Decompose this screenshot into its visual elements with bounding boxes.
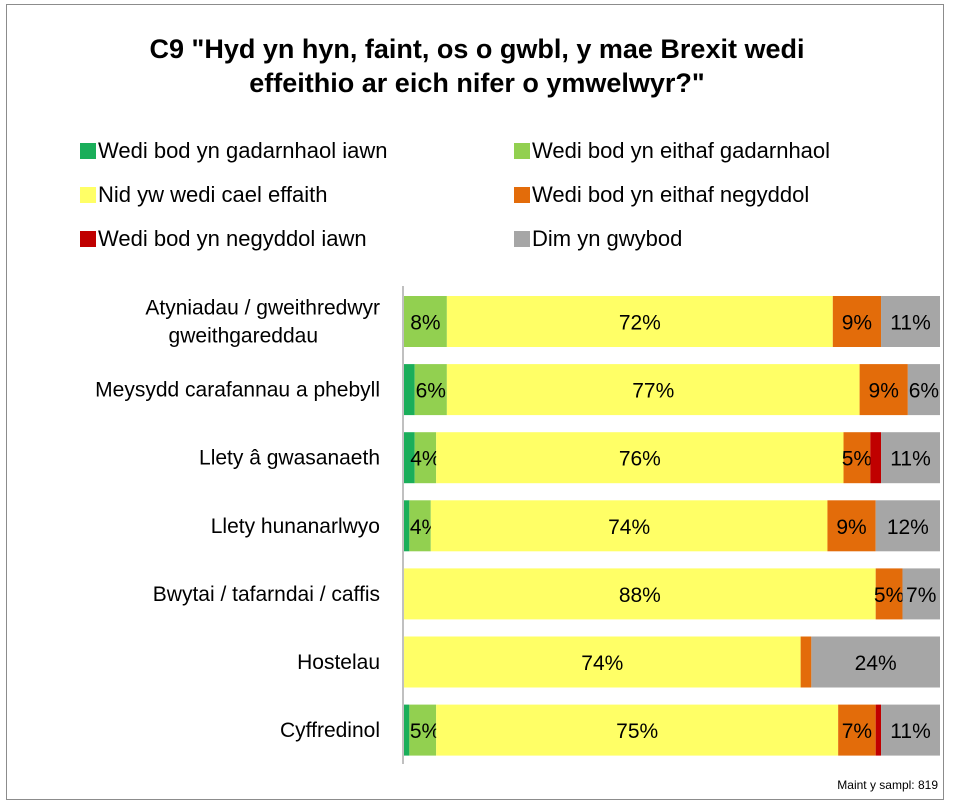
category-label: Bwytai / tafarndai / caffis: [153, 583, 380, 606]
legend-swatch: [514, 231, 530, 247]
data-label: 11%: [890, 312, 930, 335]
legend-label: Wedi bod yn negyddol iawn: [98, 226, 367, 251]
category-label-line: gweithgareddau: [169, 325, 318, 348]
chart-title-line-1: C9 "Hyd yn hyn, faint, os o gwbl, y mae …: [149, 34, 805, 64]
data-label: 4%: [410, 448, 440, 471]
legend-swatch: [514, 143, 530, 159]
category-label-line: Bwytai / tafarndai / caffis: [153, 583, 380, 606]
bar-segment: [404, 364, 415, 416]
data-label: 74%: [581, 652, 623, 675]
sample-size-note: Maint y sampl: 819: [837, 778, 938, 792]
category-label: Atyniadau / gweithredwyr gweithgareddau: [145, 297, 380, 348]
data-label: 8%: [410, 312, 440, 335]
category-label-line: Atyniadau / gweithredwyr: [145, 297, 380, 320]
legend-swatch: [80, 143, 96, 159]
data-label: 9%: [842, 312, 872, 335]
bar-segment: [838, 704, 876, 756]
data-label: 88%: [619, 584, 661, 607]
data-label: 11%: [890, 448, 930, 471]
bar-segment: [800, 636, 812, 688]
legend-swatch: [80, 187, 96, 203]
bar-segment: [409, 704, 437, 756]
data-label: 9%: [869, 380, 899, 403]
data-label: 11%: [890, 720, 930, 743]
legend-item: Wedi bod yn eithaf negyddol: [514, 182, 809, 208]
bar-segment: [843, 432, 871, 484]
bar-segment: [446, 364, 860, 416]
bar-segment: [881, 296, 940, 347]
bar-segment: [907, 364, 940, 416]
data-label: 76%: [619, 448, 661, 471]
data-label: 5%: [874, 584, 904, 607]
bar-segment: [875, 704, 882, 756]
chart-legend: Wedi bod yn gadarnhaol iawn Wedi bod yn e…: [0, 0, 954, 280]
category-label: Llety hunanarlwyo: [211, 515, 380, 538]
data-label: 6%: [909, 380, 939, 403]
bar-segment: [827, 500, 876, 552]
chart-title-line-2: effeithio ar eich nifer o ymwelwyr?": [249, 68, 705, 98]
data-label: 7%: [906, 584, 936, 607]
bar-segment: [404, 296, 447, 347]
category-label: Meysydd carafannau a phebyll: [95, 379, 380, 402]
legend-item: Wedi bod yn negyddol iawn: [80, 226, 367, 252]
data-label: 12%: [887, 516, 929, 539]
bar-segment: [404, 568, 876, 620]
category-label-line: Llety â gwasanaeth: [199, 447, 380, 470]
bar-segment: [832, 296, 882, 347]
bar-segment: [409, 500, 431, 552]
category-label: Hostelau: [297, 651, 380, 674]
bar-segment: [875, 568, 903, 620]
bar-segment: [436, 704, 839, 756]
legend-item: Wedi bod yn eithaf gadarnhaol: [514, 138, 830, 164]
bar-segment: [875, 500, 940, 552]
data-label: 77%: [632, 380, 674, 403]
data-label: 75%: [616, 720, 658, 743]
bar-segment: [404, 636, 801, 688]
bar-segment: [414, 432, 437, 484]
legend-item: Nid yw wedi cael effaith: [80, 182, 328, 208]
category-label-line: Cyffredinol: [280, 719, 380, 742]
legend-label: Wedi bod yn eithaf negyddol: [532, 182, 810, 207]
bar-segment: [404, 500, 410, 552]
legend-label: Nid yw wedi cael effaith: [98, 182, 328, 207]
bar-segment: [859, 364, 908, 416]
legend-label: Wedi bod yn eithaf gadarnhaol: [532, 138, 831, 163]
bar-segment: [414, 364, 447, 416]
data-label: 5%: [410, 720, 440, 743]
data-label: 24%: [855, 652, 897, 675]
data-label: 72%: [619, 312, 661, 335]
bar-segment: [811, 636, 940, 688]
bar-segment: [446, 296, 833, 347]
legend-item: Wedi bod yn gadarnhaol iawn: [80, 138, 387, 164]
bar-segment: [404, 432, 415, 484]
legend-item: Dim yn gwybod: [514, 226, 682, 252]
category-label-line: Hostelau: [297, 651, 380, 674]
legend-swatch: [80, 231, 96, 247]
bar-segment: [404, 704, 410, 756]
bar-segment: [902, 568, 940, 620]
category-label: Cyffredinol: [280, 719, 380, 742]
bar-segment: [870, 432, 882, 484]
legend-label: Dim yn gwybod: [532, 226, 683, 251]
bar-segment: [881, 704, 940, 756]
bar-segment: [881, 432, 940, 484]
legend-swatch: [514, 187, 530, 203]
legend-label: Wedi bod yn gadarnhaol iawn: [98, 138, 388, 163]
chart-title: C9 "Hyd yn hyn, faint, os o gwbl, y mae …: [0, 32, 954, 100]
bar-segment: [430, 500, 828, 552]
data-label: 9%: [836, 516, 866, 539]
category-label-line: Meysydd carafannau a phebyll: [95, 379, 380, 402]
data-label: 74%: [608, 516, 650, 539]
data-label: 6%: [416, 380, 446, 403]
data-label: 5%: [842, 448, 872, 471]
bar-segment: [436, 432, 844, 484]
category-label: Llety â gwasanaeth: [199, 447, 380, 470]
data-label: 7%: [842, 720, 872, 743]
category-label-line: Llety hunanarlwyo: [211, 515, 380, 538]
